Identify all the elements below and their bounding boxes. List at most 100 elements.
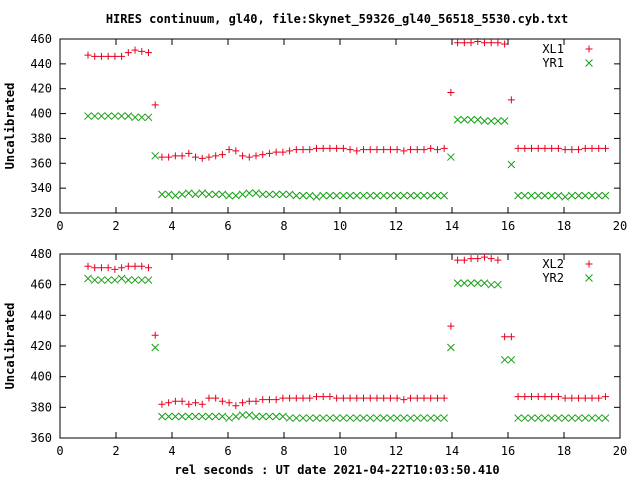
data-point: [480, 253, 488, 261]
data-point: [165, 153, 173, 161]
data-point: [171, 152, 179, 160]
data-point: [178, 152, 186, 160]
data-point: [312, 144, 320, 152]
data-point: [286, 147, 294, 155]
x-tick-label: 14: [445, 444, 459, 458]
data-point: [245, 411, 254, 419]
data-point: [292, 146, 300, 154]
y-tick-label: 440: [30, 57, 52, 71]
x-tick-label: 8: [280, 219, 287, 233]
data-point: [299, 394, 307, 402]
data-point: [460, 256, 468, 264]
data-point: [440, 144, 448, 152]
data-point: [447, 88, 455, 96]
data-point: [97, 112, 106, 120]
data-point: [292, 191, 301, 200]
y-tick-label: 420: [30, 339, 52, 353]
data-point: [265, 190, 274, 199]
legend-marker: [585, 45, 593, 53]
data-point: [185, 149, 193, 157]
data-point: [581, 144, 589, 152]
legend-marker: [585, 59, 593, 67]
data-point: [507, 333, 515, 341]
data-point: [312, 414, 321, 422]
data-point: [191, 412, 200, 421]
data-point: [359, 414, 368, 422]
data-point: [514, 191, 522, 200]
data-point: [299, 146, 307, 154]
data-point: [601, 414, 610, 422]
data-point: [527, 191, 536, 200]
data-point: [192, 399, 200, 407]
data-point: [581, 191, 590, 200]
data-point: [406, 414, 415, 422]
data-point: [373, 146, 381, 154]
data-point: [90, 276, 99, 284]
data-point: [333, 144, 341, 152]
data-point: [178, 397, 186, 405]
data-point: [346, 394, 354, 402]
data-point: [332, 191, 341, 200]
data-point: [212, 394, 220, 402]
data-point: [144, 49, 152, 57]
data-point: [561, 394, 569, 402]
bottom-plot-panel: 0 2 4 6 8 10 12 14 16 18 20 360 380 400 420 440 460 480 Un…: [3, 247, 627, 458]
data-point: [97, 264, 105, 272]
data-point: [413, 146, 421, 154]
data-point: [487, 255, 495, 263]
data-point: [252, 412, 260, 421]
data-point: [575, 394, 583, 402]
data-point: [319, 393, 327, 401]
data-point: [595, 144, 603, 152]
data-point: [306, 146, 314, 154]
data-point: [379, 414, 388, 422]
legend-marker: [585, 260, 593, 268]
data-point: [285, 414, 294, 422]
data-point: [574, 414, 583, 422]
data-point: [212, 152, 220, 160]
data-point: [225, 414, 233, 422]
data-point: [500, 355, 509, 364]
data-point: [111, 265, 119, 273]
data-point: [548, 144, 556, 152]
data-point: [433, 191, 442, 200]
data-point: [521, 144, 529, 152]
data-point: [480, 117, 489, 125]
data-point: [541, 414, 549, 422]
x-tick-label: 20: [613, 219, 627, 233]
data-point: [594, 191, 603, 200]
data-point: [453, 115, 462, 124]
data-point: [332, 414, 341, 422]
data-point: [366, 414, 375, 422]
data-point: [588, 191, 596, 200]
data-point: [534, 144, 542, 152]
data-point: [232, 147, 240, 155]
data-point: [305, 414, 314, 422]
data-point: [131, 46, 139, 54]
data-point: [144, 264, 152, 272]
data-point: [158, 190, 166, 199]
data-point: [326, 393, 334, 401]
data-point: [104, 52, 112, 60]
data-point: [501, 40, 509, 48]
data-point: [507, 96, 515, 104]
plot-frame: [59, 38, 621, 214]
data-point: [211, 412, 220, 421]
data-point: [164, 412, 173, 421]
data-point: [218, 190, 227, 199]
data-point: [245, 189, 254, 197]
data-point: [312, 192, 321, 201]
data-point: [238, 190, 247, 199]
data-point: [225, 191, 233, 200]
data-point: [178, 412, 186, 421]
data-point: [239, 399, 247, 407]
x-tick-label: 8: [280, 444, 287, 458]
data-point: [158, 412, 166, 421]
data-point: [366, 394, 374, 402]
data-point: [588, 414, 596, 422]
data-point: [547, 414, 556, 422]
data-point: [245, 153, 253, 161]
data-point: [151, 343, 160, 352]
data-point: [239, 152, 247, 160]
data-point: [286, 394, 294, 402]
